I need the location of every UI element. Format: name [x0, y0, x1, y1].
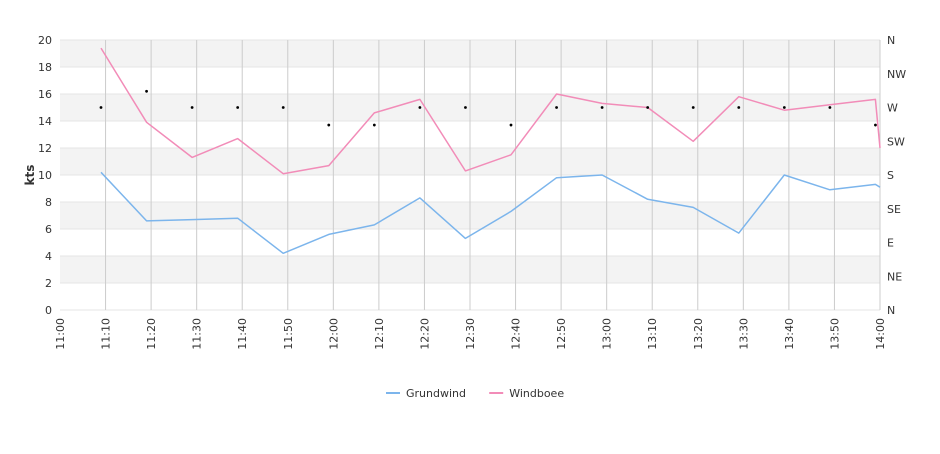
x-tick-label: 12:20 [418, 318, 431, 350]
direction-marker [327, 123, 331, 127]
direction-marker [555, 106, 558, 109]
y-tick-label: 2 [45, 277, 52, 290]
x-tick-label: 11:10 [100, 318, 113, 350]
y-tick-label: 18 [38, 61, 52, 74]
series-line-windboee [100, 47, 881, 175]
direction-marker [691, 106, 695, 109]
direction-axis-label: S [887, 169, 894, 182]
direction-marker [281, 106, 285, 109]
direction-marker [99, 106, 103, 109]
y-tick-label: 0 [45, 304, 52, 317]
x-tick-label: 11:40 [236, 318, 249, 350]
y-tick-label: 10 [38, 169, 52, 182]
direction-marker [782, 106, 786, 109]
x-tick-label: 13:20 [692, 318, 705, 350]
series-line-grundwind [100, 171, 881, 255]
direction-axis-label: N [887, 304, 895, 317]
series-lines [100, 47, 881, 255]
direction-marker [236, 106, 240, 109]
legend-item-windboee[interactable]: Windboee [489, 387, 564, 400]
legend-item-grundwind[interactable]: Grundwind [386, 387, 466, 400]
legend-label: Windboee [509, 387, 564, 400]
x-tick-label: 11:20 [145, 318, 158, 350]
direction-axis-label: N [887, 34, 895, 47]
x-axis-ticks: 11:00 11:10 11:20 11:30 11:40 11:50 12:00 12:10… [54, 318, 887, 350]
x-tick-label: 11:30 [191, 318, 204, 350]
direction-markers [99, 89, 877, 127]
y-tick-label: 14 [38, 115, 52, 128]
right-axis-ticks: N NE E SE S SW W NW N [887, 34, 906, 317]
x-tick-label: 13:50 [828, 318, 841, 350]
y-axis-ticks: 0 2 4 6 8 10 12 14 16 18 20 [38, 34, 52, 317]
x-tick-label: 12:10 [373, 318, 386, 350]
direction-axis-label: W [887, 102, 898, 115]
x-tick-label: 12:50 [555, 318, 568, 350]
x-tick-label: 12:40 [510, 318, 523, 350]
legend-label: Grundwind [406, 387, 466, 400]
direction-marker [509, 123, 513, 127]
x-tick-label: 13:30 [737, 318, 750, 350]
direction-marker [874, 123, 877, 127]
direction-axis-label: NE [887, 270, 902, 283]
y-tick-label: 16 [38, 88, 52, 101]
direction-marker [464, 106, 467, 109]
direction-marker [600, 106, 604, 109]
y-axis-title: kts [23, 165, 37, 186]
direction-marker [372, 123, 376, 127]
y-tick-label: 6 [45, 223, 52, 236]
direction-marker [646, 106, 650, 109]
y-tick-label: 4 [45, 250, 52, 263]
direction-marker [190, 106, 194, 109]
direction-marker [145, 89, 148, 93]
x-tick-label: 11:50 [282, 318, 295, 350]
direction-marker [737, 106, 741, 109]
direction-axis-label: SE [887, 203, 901, 216]
y-tick-label: 8 [45, 196, 52, 209]
y-tick-label: 12 [38, 142, 52, 155]
x-tick-label: 11:00 [54, 318, 67, 350]
x-tick-label: 13:40 [783, 318, 796, 350]
x-tick-label: 13:10 [646, 318, 659, 350]
x-tick-label: 14:00 [874, 318, 887, 350]
direction-marker [418, 106, 422, 109]
y-tick-label: 20 [38, 34, 52, 47]
direction-axis-label: E [887, 237, 894, 250]
x-tick-label: 12:00 [327, 318, 340, 350]
x-tick-label: 13:00 [601, 318, 614, 350]
direction-marker [828, 106, 832, 109]
direction-axis-label: NW [887, 68, 906, 81]
legend: Grundwind Windboee [386, 387, 564, 400]
x-tick-label: 12:30 [464, 318, 477, 350]
x-grid-lines [105, 40, 881, 310]
direction-axis-label: SW [887, 135, 905, 148]
